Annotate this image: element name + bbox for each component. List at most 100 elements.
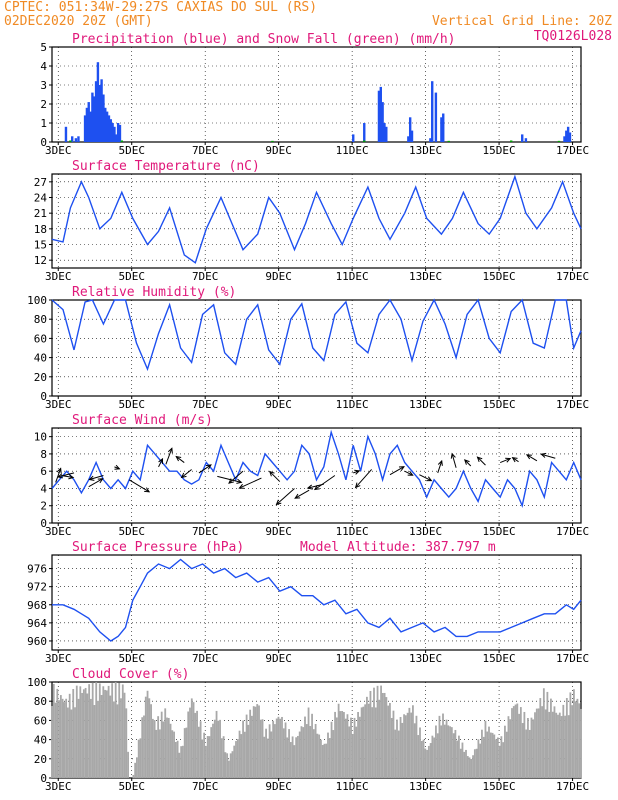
- cloud-bar: [235, 741, 237, 778]
- wind-arrow: [228, 470, 244, 484]
- cloud-bar: [463, 751, 466, 778]
- cloud-bar: [518, 713, 520, 778]
- cloud-bar: [456, 740, 459, 778]
- cloud-bar: [51, 706, 53, 778]
- cloud-bar: [143, 715, 145, 778]
- x-tick-label: 9DEC: [265, 525, 292, 538]
- wind-arrow-head: [511, 457, 518, 463]
- cloud-bar: [146, 690, 149, 778]
- cloud-bar: [367, 703, 370, 778]
- cloud-bar: [284, 722, 287, 778]
- y-tick-label: 80: [34, 313, 47, 326]
- panel-title: Cloud Cover (%): [72, 667, 189, 682]
- x-tick-label: 13DEC: [409, 525, 442, 538]
- cloud-bar: [452, 733, 455, 778]
- y-tick-label: 20: [34, 371, 47, 384]
- cloud-bar: [116, 704, 119, 778]
- cloud-bar: [213, 719, 216, 778]
- cloud-bar: [173, 731, 175, 778]
- y-tick-label: 2: [40, 500, 47, 513]
- wind-arrow: [239, 477, 262, 489]
- cloud-bar: [505, 731, 508, 778]
- wind-arrow: [512, 457, 519, 463]
- cloud-bar: [406, 712, 409, 778]
- cloud-bar: [413, 723, 416, 778]
- x-tick-label: 17DEC: [556, 780, 589, 793]
- cloud-bar: [113, 701, 115, 778]
- cloud-bar: [134, 762, 137, 778]
- cloud-bar: [574, 701, 577, 778]
- panel-annotation: Model Altitude: 387.797 m: [300, 540, 496, 555]
- precip-bar: [118, 124, 122, 142]
- cloud-bar: [385, 697, 388, 778]
- cloud-bar: [155, 729, 158, 778]
- cloud-bar: [90, 698, 92, 778]
- cloud-bar: [465, 749, 467, 778]
- plot-frame: [51, 554, 582, 651]
- cloud-bar: [560, 716, 563, 778]
- wind-arrow: [404, 470, 413, 476]
- cloud-bar: [196, 710, 198, 778]
- cloud-bar: [424, 748, 427, 778]
- precip-bar: [377, 90, 381, 142]
- cloud-bar: [231, 751, 234, 778]
- cloud-bar: [366, 696, 368, 778]
- precip-bar: [565, 130, 568, 142]
- cloud-bar: [316, 733, 319, 778]
- cloud-bar: [95, 682, 98, 778]
- wind-arrow: [128, 479, 150, 493]
- cloud-bar: [125, 708, 128, 778]
- plot-frame: [51, 46, 582, 143]
- y-tick-label: 0: [40, 136, 47, 149]
- wind-arrow-head: [97, 478, 104, 484]
- wind-arrow: [389, 466, 405, 476]
- x-tick-label: 3DEC: [45, 270, 72, 283]
- wind-arrow-head: [354, 469, 361, 475]
- cloud-bar: [258, 705, 260, 778]
- panel-4: 960 964 968 972 976 3DEC 5DEC 7DEC 9DEC 11DEC 13DE…: [27, 540, 589, 665]
- cloud-bar: [417, 735, 420, 778]
- grid-line-note: Vertical Grid Line: 20Z: [432, 14, 612, 29]
- cloud-bar: [380, 685, 382, 778]
- y-tick-label: 12: [34, 254, 47, 267]
- cloud-bar: [381, 692, 384, 778]
- cloud-bar: [431, 735, 434, 778]
- wind-arrow-head: [236, 478, 243, 484]
- cloud-bar: [215, 710, 218, 778]
- x-tick-label: 11DEC: [336, 652, 369, 665]
- cloud-bar: [337, 703, 340, 778]
- cloud-bar: [192, 702, 195, 778]
- x-tick-label: 11DEC: [336, 780, 369, 793]
- cloud-bar: [263, 736, 266, 778]
- cloud-bar: [98, 683, 101, 778]
- cloud-bar: [157, 716, 160, 778]
- cloud-bar: [311, 713, 313, 778]
- cloud-bar: [127, 751, 129, 778]
- wind-arrow-head: [158, 457, 164, 464]
- cloud-bar: [261, 719, 264, 778]
- cloud-bar: [297, 735, 299, 778]
- cloud-bar: [293, 745, 296, 778]
- cloud-bar: [557, 714, 559, 778]
- y-tick-label: 10: [34, 431, 47, 444]
- wind-arrow-head: [398, 466, 405, 472]
- cloud-bar: [450, 727, 453, 778]
- y-tick-label: 15: [34, 239, 47, 252]
- cloud-bar: [282, 728, 285, 778]
- x-tick-label: 3DEC: [45, 398, 72, 411]
- wind-arrow: [526, 454, 538, 462]
- cloud-bar: [390, 717, 393, 778]
- panel-title: Relative Humidity (%): [72, 285, 236, 300]
- cloud-bar: [141, 717, 144, 778]
- x-tick-label: 5DEC: [118, 652, 145, 665]
- cloud-bar: [486, 731, 489, 778]
- cloud-bar: [426, 749, 428, 778]
- precip-bar: [105, 111, 109, 142]
- wind-arrow-head: [505, 457, 512, 463]
- wind-arrow: [499, 458, 511, 464]
- cloud-bar: [438, 715, 441, 778]
- cloud-bar: [277, 716, 280, 778]
- wind-arrow-head: [476, 456, 483, 463]
- cloud-bar: [203, 732, 206, 778]
- x-tick-label: 7DEC: [192, 525, 219, 538]
